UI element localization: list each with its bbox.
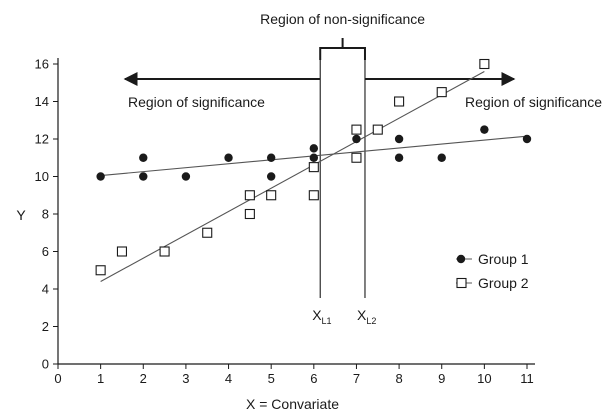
data-point	[309, 144, 319, 153]
data-point	[96, 172, 105, 181]
data-point	[244, 208, 255, 220]
data-point	[436, 87, 447, 98]
y-tick-label: 10	[35, 169, 49, 184]
data-point	[266, 172, 276, 181]
data-point	[116, 246, 128, 257]
jn-label: XL2	[357, 307, 376, 326]
y-axis-title: Y	[16, 207, 26, 223]
data-point	[351, 124, 362, 135]
x-tick-label: 9	[438, 371, 445, 386]
data-point	[202, 227, 213, 238]
x-tick-label: 5	[268, 371, 275, 386]
data-point	[139, 172, 148, 181]
legend-marker	[456, 277, 467, 289]
x-tick-label: 6	[310, 371, 317, 386]
legend-label: Group 1	[478, 251, 529, 267]
data-point	[266, 153, 276, 162]
data-point	[244, 190, 255, 201]
y-tick-label: 12	[35, 132, 49, 147]
y-tick-label: 6	[42, 244, 49, 259]
data-point	[266, 190, 277, 201]
x-tick-label: 8	[395, 371, 402, 386]
data-point	[394, 96, 405, 107]
jn-subscript: L1	[322, 316, 332, 326]
data-point	[224, 153, 233, 162]
y-tick-label: 4	[42, 282, 49, 297]
legend-marker	[456, 254, 466, 264]
data-point	[309, 153, 319, 162]
x-tick-label: 1	[97, 371, 104, 386]
legend-label: Group 2	[478, 275, 529, 291]
x-tick-label: 7	[353, 371, 360, 386]
y-tick-label: 0	[42, 357, 49, 372]
data-point	[308, 190, 319, 201]
x-tick-label: 11	[520, 371, 534, 386]
data-point	[159, 246, 170, 257]
non-significance-bracket	[319, 47, 366, 60]
data-point	[394, 134, 404, 144]
data-point	[352, 134, 361, 144]
data-point	[522, 134, 532, 144]
data-point	[394, 153, 404, 162]
significance-label-right: Region of significance	[465, 94, 602, 110]
data-point	[480, 125, 489, 134]
significance-label-left: Region of significance	[128, 94, 265, 110]
jn-label: XL1	[312, 307, 331, 326]
x-axis-title: X = Convariate	[246, 396, 339, 412]
data-point	[308, 162, 319, 173]
data-point	[95, 265, 106, 276]
non-significance-label: Region of non-significance	[260, 11, 425, 27]
y-tick-label: 16	[35, 57, 49, 72]
data-point	[372, 124, 383, 135]
jn-subscript: L2	[366, 316, 376, 326]
x-tick-label: 10	[477, 371, 491, 386]
data-point	[351, 152, 362, 163]
data-point	[139, 153, 148, 162]
x-tick-label: 3	[182, 371, 189, 386]
data-point	[437, 153, 446, 162]
y-tick-label: 8	[42, 207, 49, 222]
x-tick-label: 2	[140, 371, 147, 386]
x-tick-label: 4	[225, 371, 232, 386]
data-point	[181, 172, 191, 181]
y-tick-label: 14	[35, 94, 49, 109]
y-tick-label: 2	[42, 319, 49, 334]
data-point	[479, 58, 490, 70]
x-tick-label: 0	[54, 371, 61, 386]
